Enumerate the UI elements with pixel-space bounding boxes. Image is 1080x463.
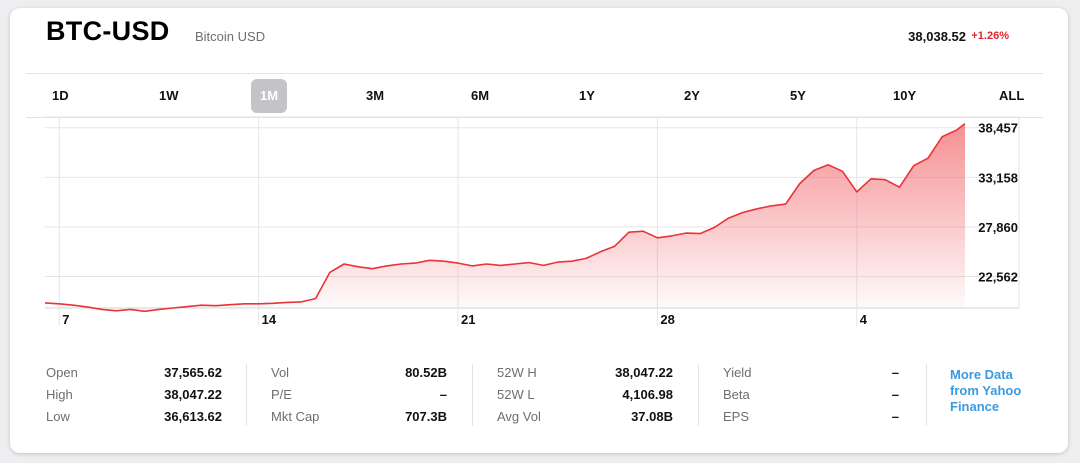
y-tick-label: 27,860 bbox=[978, 220, 1018, 235]
stat-value: – bbox=[891, 365, 899, 380]
price-line bbox=[44, 122, 966, 313]
current-price: 38,038.52 bbox=[908, 29, 966, 44]
stat-label: Open bbox=[46, 365, 78, 380]
stat-label: Avg Vol bbox=[497, 409, 541, 424]
stat-label: Beta bbox=[723, 387, 750, 402]
stats-col-yield: Yield – Beta – EPS – bbox=[723, 362, 899, 428]
ticker-name: Bitcoin USD bbox=[195, 29, 266, 44]
stats-divider bbox=[246, 364, 247, 426]
tab-6m[interactable]: 6M bbox=[471, 88, 490, 103]
x-tick-label: 7 bbox=[62, 312, 69, 327]
stat-value: – bbox=[891, 409, 899, 424]
tab-1d[interactable]: 1D bbox=[52, 88, 69, 103]
stat-row: EPS – bbox=[723, 406, 899, 428]
stat-row: 52W L 4,106.98 bbox=[497, 384, 673, 406]
stat-row: Beta – bbox=[723, 384, 899, 406]
stats-col-volume: Vol 80.52B P/E – Mkt Cap 707.3B bbox=[271, 362, 447, 428]
stats-divider bbox=[472, 364, 473, 426]
stat-label: Low bbox=[46, 409, 70, 424]
ticker-symbol: BTC-USD bbox=[46, 16, 170, 46]
stats-col-price: Open 37,565.62 High 38,047.22 Low 36,613.62 bbox=[46, 362, 222, 428]
stat-value: 36,613.62 bbox=[164, 409, 222, 424]
stat-value: 37.08B bbox=[631, 409, 673, 424]
stats-divider bbox=[926, 364, 927, 426]
stat-value: 38,047.22 bbox=[615, 365, 673, 380]
tab-1y[interactable]: 1Y bbox=[579, 88, 595, 103]
stats-divider bbox=[698, 364, 699, 426]
stat-value: – bbox=[439, 387, 447, 402]
stat-row: High 38,047.22 bbox=[46, 384, 222, 406]
stat-label: 52W H bbox=[497, 365, 537, 380]
tab-1m[interactable]: 1M bbox=[251, 79, 287, 113]
tab-1w[interactable]: 1W bbox=[159, 88, 179, 103]
stat-row: Vol 80.52B bbox=[271, 362, 447, 384]
y-tick-label: 33,158 bbox=[978, 170, 1018, 185]
stat-value: – bbox=[891, 387, 899, 402]
stat-value: 707.3B bbox=[405, 409, 447, 424]
stat-value: 37,565.62 bbox=[164, 365, 222, 380]
tab-3m[interactable]: 3M bbox=[366, 88, 385, 103]
stat-value: 80.52B bbox=[405, 365, 447, 380]
stat-label: 52W L bbox=[497, 387, 535, 402]
x-tick-label: 28 bbox=[660, 312, 674, 327]
stat-row: Avg Vol 37.08B bbox=[497, 406, 673, 428]
x-tick-label: 4 bbox=[860, 312, 868, 327]
stat-label: Yield bbox=[723, 365, 752, 380]
stat-row: Low 36,613.62 bbox=[46, 406, 222, 428]
stat-label: EPS bbox=[723, 409, 750, 424]
stat-label: Mkt Cap bbox=[271, 409, 320, 424]
more-data-link[interactable]: More Data from Yahoo Finance bbox=[950, 367, 1022, 414]
stat-value: 4,106.98 bbox=[622, 387, 673, 402]
stock-card: BTC-USD Bitcoin USD 38,038.52 +1.26% 1D … bbox=[10, 8, 1068, 453]
stat-row: Open 37,565.62 bbox=[46, 362, 222, 384]
price-change: +1.26% bbox=[971, 30, 1009, 42]
tab-10y[interactable]: 10Y bbox=[893, 88, 917, 103]
stat-row: Yield – bbox=[723, 362, 899, 384]
y-tick-label: 22,562 bbox=[978, 270, 1018, 285]
tab-2y[interactable]: 2Y bbox=[684, 88, 700, 103]
tab-5y[interactable]: 5Y bbox=[790, 88, 806, 103]
tab-all[interactable]: ALL bbox=[999, 88, 1025, 103]
y-tick-label: 38,457 bbox=[978, 121, 1018, 136]
price-area-fill bbox=[45, 123, 965, 312]
stat-label: High bbox=[46, 387, 73, 402]
price-chart: 38,457 33,158 27,860 22,562 7 14 21 28 4 bbox=[44, 116, 1020, 327]
x-tick-label: 14 bbox=[262, 312, 277, 327]
stat-row: P/E – bbox=[271, 384, 447, 406]
stat-row: 52W H 38,047.22 bbox=[497, 362, 673, 384]
x-tick-label: 21 bbox=[461, 312, 475, 327]
stat-label: P/E bbox=[271, 387, 292, 402]
stat-label: Vol bbox=[271, 365, 290, 380]
stat-row: Mkt Cap 707.3B bbox=[271, 406, 447, 428]
stats-col-52w: 52W H 38,047.22 52W L 4,106.98 Avg Vol 37.0… bbox=[497, 362, 673, 428]
stat-value: 38,047.22 bbox=[164, 387, 222, 402]
